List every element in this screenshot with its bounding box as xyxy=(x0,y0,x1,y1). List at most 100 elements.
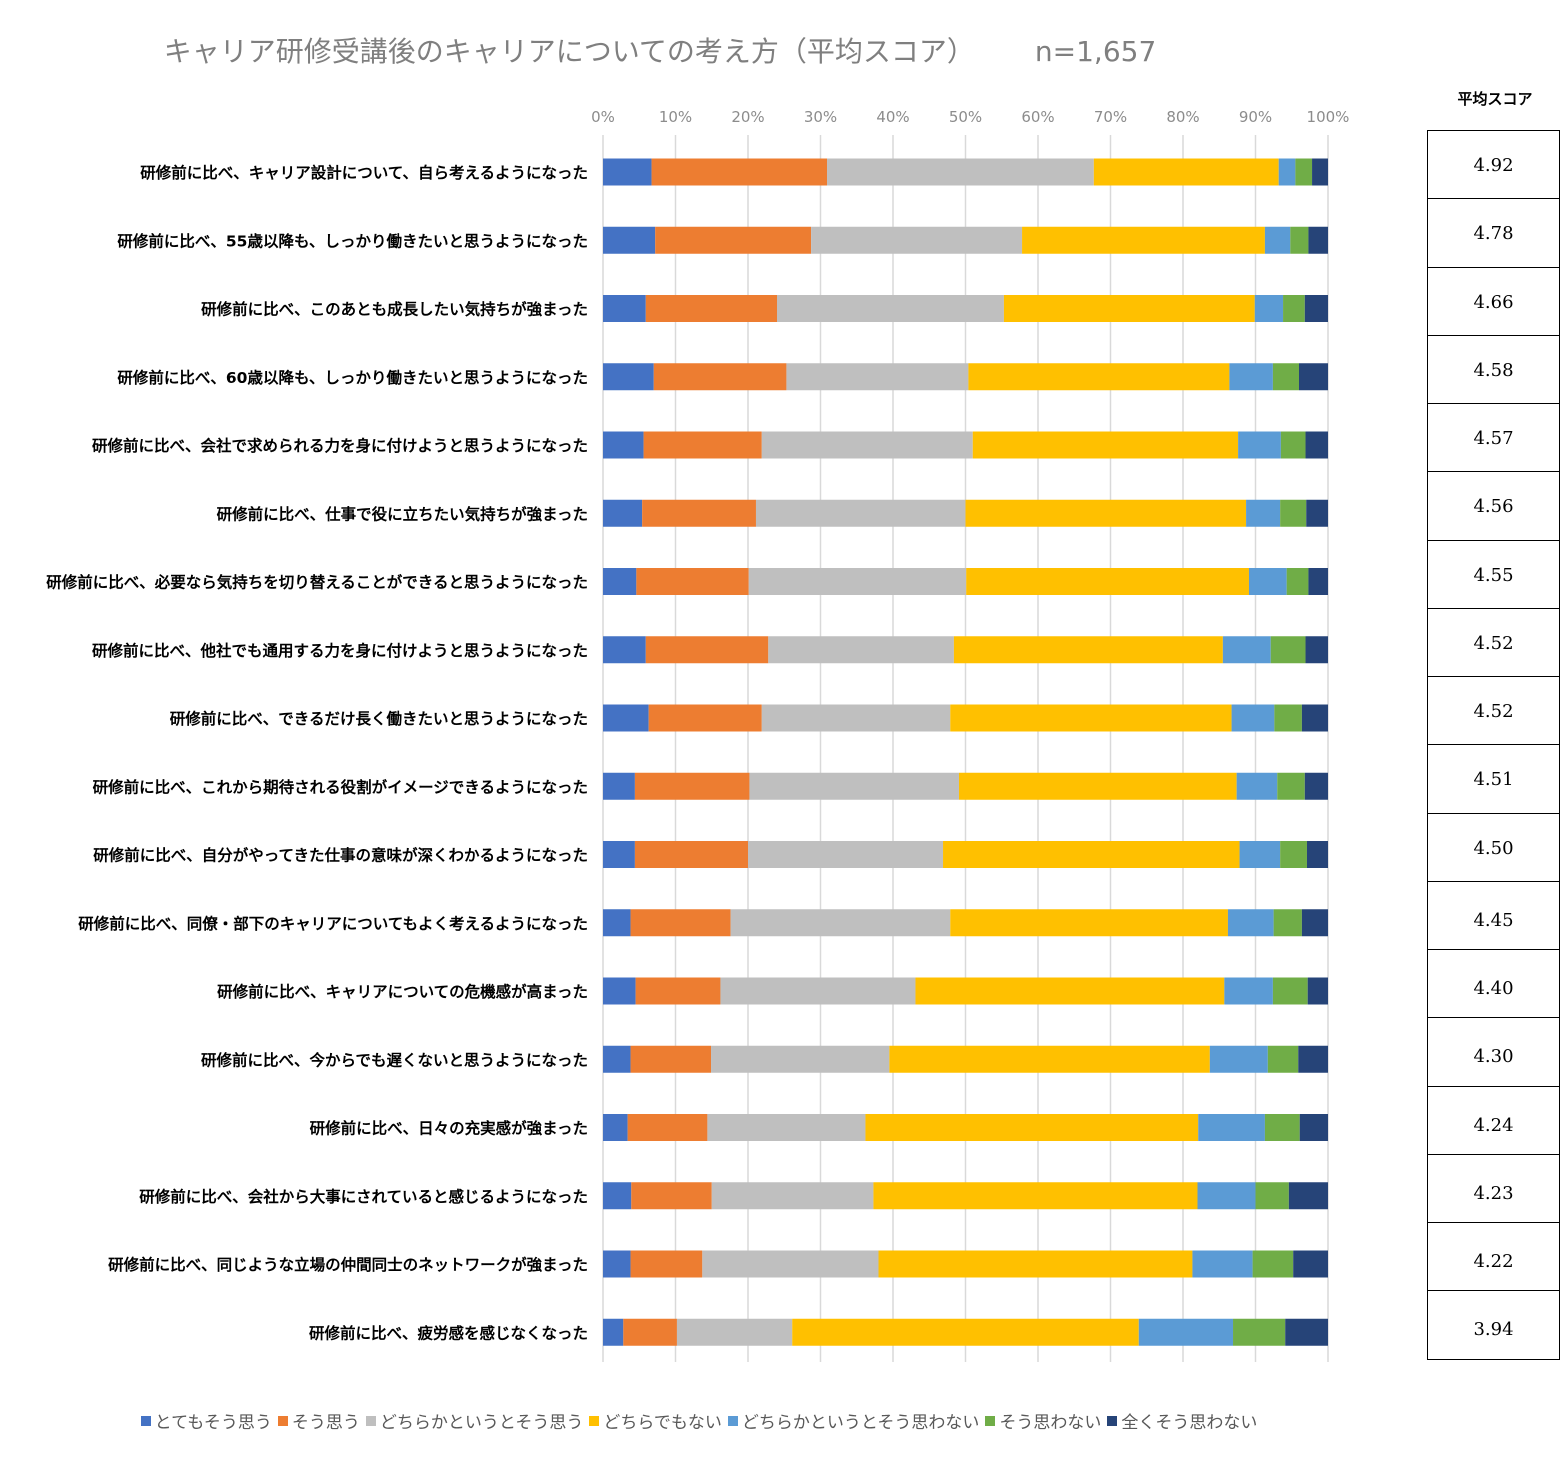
category-label: 研修前に比べ、会社から大事にされていると感じるようになった xyxy=(139,1187,588,1206)
bar-segment xyxy=(768,636,954,664)
bar-segment xyxy=(603,1318,624,1346)
bar-segment xyxy=(603,568,637,595)
bar-segment xyxy=(1264,226,1291,254)
bar-segment xyxy=(1209,1045,1268,1073)
bar-segment xyxy=(1252,1250,1294,1278)
score-cell: 4.57 xyxy=(1428,403,1559,471)
bar-segment xyxy=(603,363,654,391)
bar-segment xyxy=(1093,158,1279,186)
bars xyxy=(603,158,1328,1346)
bar-row xyxy=(603,1250,1328,1278)
category-label: 研修前に比べ、これから期待される役割がイメージできるようになった xyxy=(93,777,588,796)
category-label: 研修前に比べ、キャリアについての危機感が高まった xyxy=(217,982,588,1001)
x-tick-label: 60% xyxy=(1021,108,1054,126)
bar-segment xyxy=(1238,431,1281,459)
bar-segment xyxy=(950,909,1228,937)
legend-label: そう思う xyxy=(291,1413,360,1433)
bar-segment xyxy=(1274,704,1302,732)
legend-item: どちらかというとそう思う xyxy=(365,1408,583,1433)
bar-segment xyxy=(943,841,1240,868)
bar-segment xyxy=(1138,1318,1234,1346)
score-cell: 4.78 xyxy=(1428,198,1559,266)
bar-row xyxy=(603,158,1328,186)
bar-segment xyxy=(603,1114,628,1141)
legend-swatch xyxy=(140,1415,151,1426)
legend-label: どちらかというとそう思わない xyxy=(741,1413,980,1433)
bar-segment xyxy=(630,1045,712,1073)
legend-item: 全くそう思わない xyxy=(1107,1408,1257,1433)
bar-segment xyxy=(630,1250,703,1278)
bar-segment xyxy=(1246,499,1281,527)
legend-label: 全くそう思わない xyxy=(1121,1413,1258,1433)
bar-segment xyxy=(636,568,749,595)
bar-segment xyxy=(972,431,1239,459)
bar-segment xyxy=(631,1182,712,1210)
score-cell: 4.50 xyxy=(1428,812,1559,881)
bar-segment xyxy=(755,499,966,527)
bar-segment xyxy=(630,909,731,937)
category-label: 研修前に比べ、今からでも遅くないと思うようになった xyxy=(201,1050,588,1069)
bar-segment xyxy=(1285,1318,1328,1346)
bar-segment xyxy=(643,431,762,459)
category-label: 研修前に比べ、55歳以降も、しっかり働きたいと思うようになった xyxy=(117,231,588,250)
bar-segment xyxy=(1255,1182,1289,1210)
bar-segment xyxy=(1277,772,1305,800)
bar-row xyxy=(603,772,1328,800)
bar-row xyxy=(603,841,1328,868)
bar-segment xyxy=(711,1045,890,1073)
bar-segment xyxy=(950,704,1232,732)
score-cell: 4.24 xyxy=(1428,1085,1559,1154)
score-cell: 4.23 xyxy=(1428,1153,1559,1222)
bar-segment xyxy=(642,499,756,527)
bar-segment xyxy=(634,841,748,868)
bar-segment xyxy=(645,636,769,664)
bar-segment xyxy=(655,226,812,254)
score-cell: 4.22 xyxy=(1428,1222,1559,1290)
bar-segment xyxy=(1299,1114,1328,1141)
score-cell: 4.52 xyxy=(1428,676,1559,744)
bar-segment xyxy=(968,363,1230,391)
bar-segment xyxy=(1306,841,1328,868)
bar-segment xyxy=(748,568,967,595)
bar-segment xyxy=(915,977,1225,1005)
bar-row xyxy=(603,295,1328,322)
bar-row xyxy=(603,977,1328,1005)
bar-row xyxy=(603,568,1328,595)
score-cell: 4.66 xyxy=(1428,266,1559,335)
category-label: 研修前に比べ、疲労感を感じなくなった xyxy=(309,1323,588,1342)
bar-segment xyxy=(1280,841,1307,868)
category-label: 研修前に比べ、同僚・部下のキャリアについてもよく考えるようになった xyxy=(78,914,588,933)
bar-segment xyxy=(958,772,1237,800)
legend-label: どちらでもない xyxy=(603,1413,722,1433)
bar-segment xyxy=(1197,1182,1256,1210)
bar-segment xyxy=(1307,977,1328,1005)
bar-segment xyxy=(1305,431,1328,459)
bar-segment xyxy=(603,158,652,186)
bar-segment xyxy=(1229,363,1273,391)
bar-segment xyxy=(1304,295,1328,322)
bar-segment xyxy=(720,977,916,1005)
score-cell: 4.51 xyxy=(1428,744,1559,812)
bar-segment xyxy=(966,568,1249,595)
bar-segment xyxy=(1198,1114,1265,1141)
category-labels: 研修前に比べ、キャリア設計について、自ら考えるようになった研修前に比べ、55歳以… xyxy=(46,163,588,1342)
bar-segment xyxy=(1301,909,1328,937)
legend-label: そう思わない xyxy=(999,1413,1102,1433)
bar-segment xyxy=(1272,977,1308,1005)
bar-row xyxy=(603,1182,1328,1210)
bar-segment xyxy=(1283,295,1305,322)
bar-segment xyxy=(603,636,646,664)
legend-swatch xyxy=(1107,1415,1118,1426)
x-tick-label: 0% xyxy=(591,108,615,126)
bar-segment xyxy=(702,1250,879,1278)
bar-segment xyxy=(1308,226,1328,254)
bar-segment xyxy=(1312,158,1328,186)
bar-segment xyxy=(603,772,635,800)
x-tick-label: 90% xyxy=(1239,108,1272,126)
x-axis-ticks: 0% 10% 20% 30% 40% 50% 60% 70% 80% 90% 100% xyxy=(591,108,1349,126)
score-cell: 4.52 xyxy=(1428,607,1559,676)
score-cell: 4.92 xyxy=(1428,130,1559,198)
bar-segment xyxy=(811,226,1023,254)
bar-segment xyxy=(761,431,973,459)
category-label: 研修前に比べ、会社で求められる力を身に付けようと思うようになった xyxy=(92,436,588,455)
